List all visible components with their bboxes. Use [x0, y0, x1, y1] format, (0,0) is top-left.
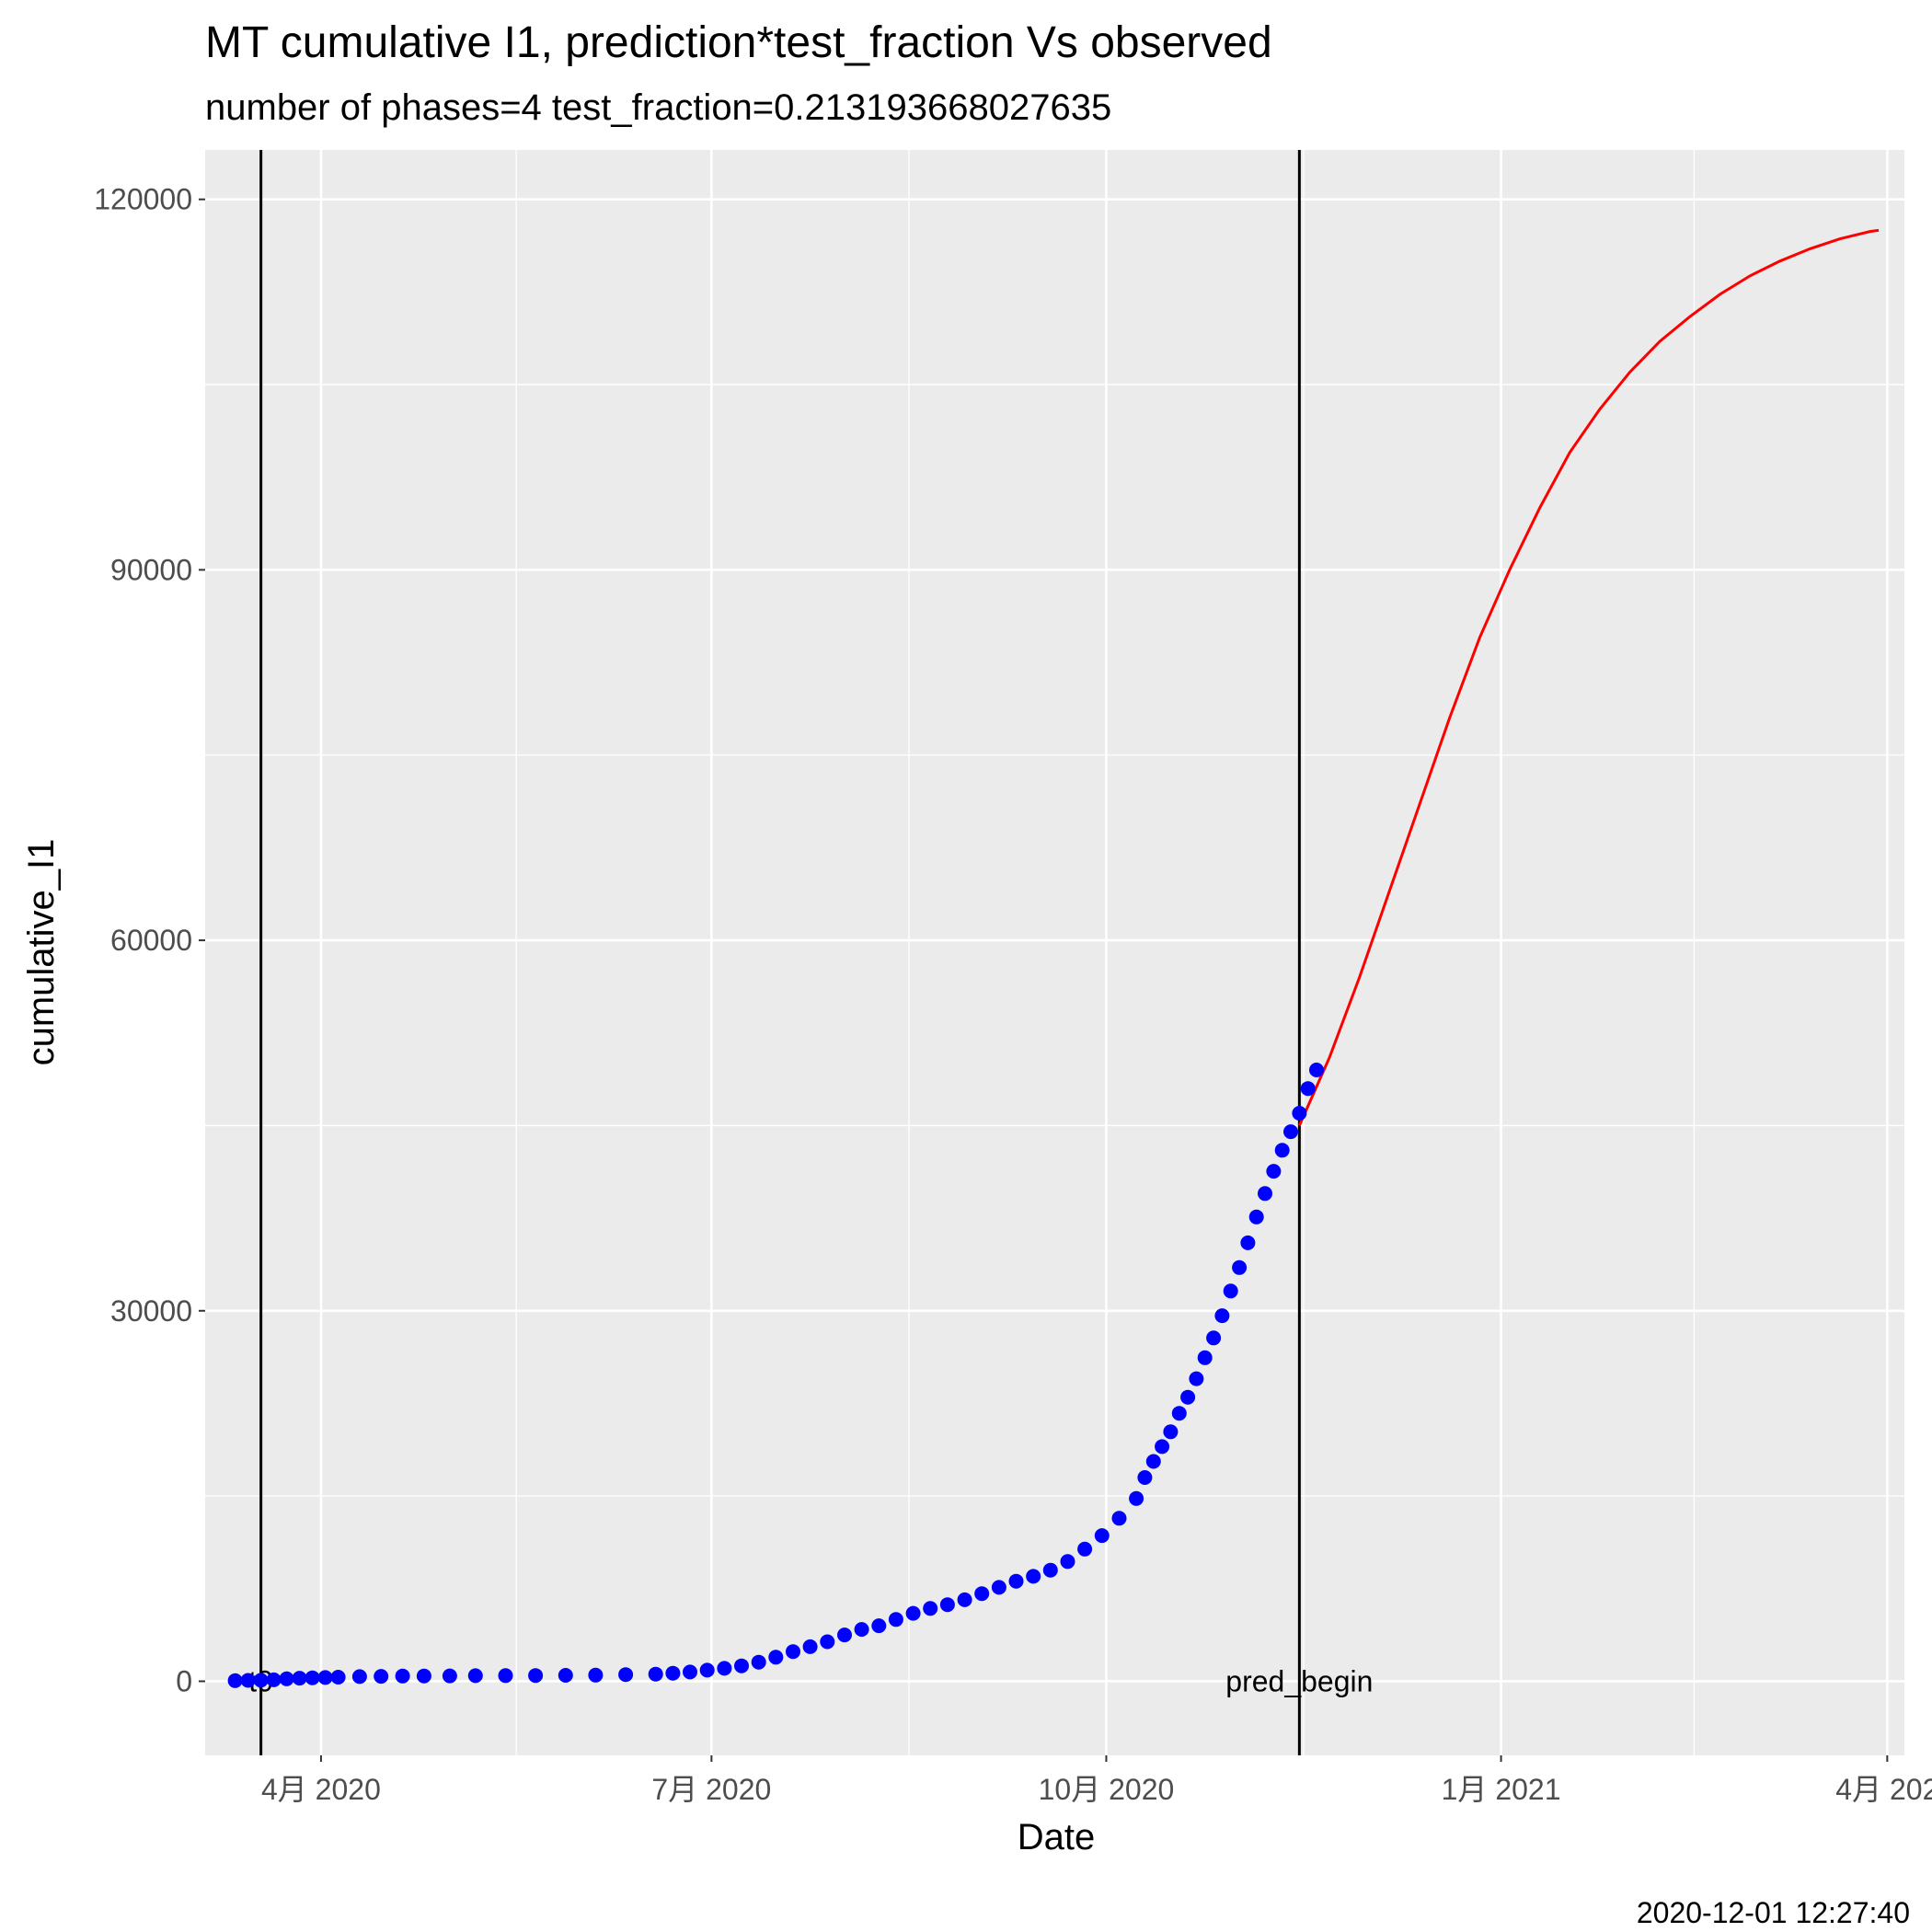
y-tick-label: 120000 [94, 183, 192, 216]
observed-point [1111, 1511, 1127, 1526]
x-tick-label: 4月 2020 [261, 1773, 381, 1806]
observed-point [588, 1667, 604, 1683]
y-axis-ticks: 0 30000 60000 90000 120000 [94, 183, 205, 1697]
y-tick-label: 90000 [110, 553, 192, 586]
prediction-line [1298, 228, 1880, 1127]
y-tick-label: 0 [176, 1664, 192, 1697]
chart-title: MT cumulative I1, prediction*test_fracti… [205, 18, 1272, 67]
observed-point [1232, 1259, 1248, 1275]
y-axis-title: cumulative_I1 [21, 839, 62, 1066]
observed-point [1145, 1454, 1161, 1469]
observed-point [528, 1668, 544, 1684]
observed-point [957, 1592, 972, 1607]
observed-point [871, 1618, 887, 1634]
observed-point [786, 1644, 800, 1660]
x-tick-label: 1月 2021 [1442, 1773, 1561, 1806]
observed-point [330, 1670, 346, 1685]
observed-point [279, 1671, 294, 1686]
vline-label-pred_begin: pred_begin [1225, 1664, 1373, 1697]
observed-point [768, 1650, 784, 1665]
observed-point [717, 1661, 732, 1676]
observed-point [442, 1668, 457, 1684]
observed-point [1180, 1389, 1196, 1405]
x-axis-ticks: 4月 2020 7月 2020 10月 2020 1月 2021 4月 202 [261, 1755, 1932, 1806]
y-tick-label: 30000 [110, 1294, 192, 1328]
plot-panel [205, 150, 1904, 1755]
major-gridlines [205, 150, 1904, 1755]
observed-point [1026, 1569, 1041, 1584]
observed-point [1214, 1308, 1230, 1324]
observed-point [1300, 1081, 1316, 1097]
observed-point [1137, 1470, 1153, 1485]
observed-point [751, 1654, 766, 1670]
observed-point [683, 1664, 697, 1680]
observed-point [374, 1669, 389, 1685]
observed-point [1060, 1554, 1075, 1570]
x-tick-label: 10月 2020 [1039, 1773, 1175, 1806]
observed-point [1171, 1406, 1187, 1421]
observed-point [266, 1672, 282, 1687]
observed-point [1197, 1350, 1213, 1365]
x-tick-label: 4月 202 [1835, 1773, 1932, 1806]
observed-point [1189, 1371, 1204, 1386]
observed-point [1248, 1209, 1264, 1225]
observed-point [1240, 1235, 1256, 1250]
minor-gridlines [205, 150, 1904, 1755]
observed-point [802, 1639, 818, 1654]
observed-point [416, 1668, 431, 1684]
observed-point [699, 1662, 715, 1678]
observed-point [1309, 1063, 1324, 1077]
chart-caption: 2020-12-01 12:27:40 [1637, 1896, 1910, 1929]
observed-point [227, 1673, 243, 1688]
observed-point [351, 1669, 367, 1685]
observed-point [820, 1634, 835, 1650]
observed-point [1283, 1124, 1298, 1140]
observed-point [1155, 1439, 1170, 1455]
observed-point [648, 1666, 663, 1682]
observed-point [1274, 1143, 1290, 1158]
observed-point [837, 1627, 852, 1643]
observed-point [1258, 1186, 1272, 1202]
y-tick-label: 60000 [110, 924, 192, 957]
observed-point [618, 1667, 634, 1683]
observed-point [1163, 1424, 1179, 1440]
observed-point [467, 1668, 483, 1684]
observed-point [1008, 1573, 1024, 1589]
observed-point [923, 1601, 938, 1616]
observed-point [395, 1668, 410, 1684]
observed-point [1223, 1283, 1238, 1299]
observed-point [1129, 1490, 1144, 1506]
observed-point [498, 1668, 513, 1684]
observed-point [558, 1668, 573, 1683]
x-axis-title: Date [1018, 1817, 1096, 1857]
observed-point [305, 1670, 320, 1685]
observed-point [974, 1586, 990, 1602]
observed-point [1094, 1528, 1110, 1544]
observed-point [665, 1665, 681, 1681]
x-tick-label: 7月 2020 [651, 1773, 771, 1806]
observed-point [240, 1673, 256, 1688]
observed-point [317, 1670, 333, 1685]
observed-point [888, 1612, 903, 1627]
observed-point [1266, 1164, 1282, 1179]
observed-point [1206, 1330, 1222, 1346]
observed-point [1042, 1562, 1058, 1578]
observed-point [1292, 1106, 1307, 1121]
observed-point [991, 1580, 1006, 1595]
observed-point [292, 1671, 307, 1686]
observed-series [227, 1063, 1324, 1688]
prediction-series [1298, 228, 1880, 1127]
observed-point [854, 1622, 869, 1638]
observed-point [939, 1597, 955, 1613]
observed-point [1077, 1541, 1093, 1557]
observed-point [905, 1605, 921, 1621]
chart-subtitle: number of phases=4 test_fraction=0.21319… [205, 87, 1111, 128]
observed-point [734, 1658, 749, 1673]
observed-point [253, 1673, 269, 1688]
